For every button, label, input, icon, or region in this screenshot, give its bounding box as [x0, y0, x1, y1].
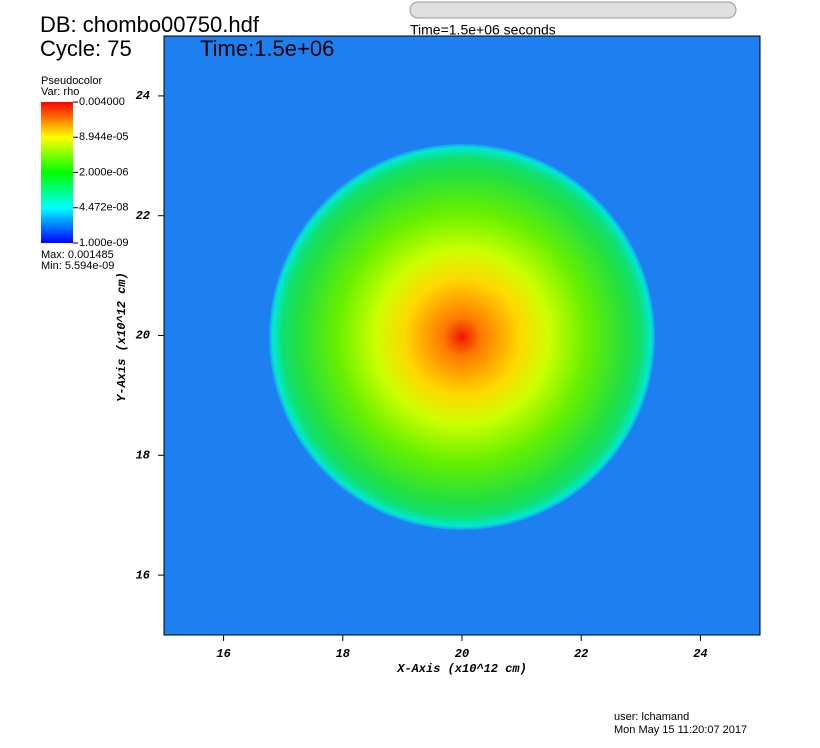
x-tick-label: 18: [336, 647, 350, 661]
y-tick-label: 24: [136, 89, 150, 103]
legend-min: Min: 5.594e-09: [41, 260, 114, 272]
y-tick-label: 16: [136, 568, 150, 582]
colorbar-tick-label: 8.944e-05: [79, 131, 129, 143]
user-label: user: lchamand: [614, 711, 689, 723]
x-tick-label: 20: [455, 647, 469, 661]
y-tick-label: 20: [136, 329, 150, 343]
x-axis-title: X-Axis (x10^12 cm): [396, 662, 527, 676]
legend-title: Pseudocolor: [41, 75, 102, 87]
colorbar-tick-label: 1.000e-09: [79, 237, 129, 249]
x-tick-label: 16: [216, 647, 230, 661]
legend-max: Max: 0.001485: [41, 249, 114, 261]
date-label: Mon May 15 11:20:07 2017: [614, 724, 747, 736]
time-slider: [409, 1, 737, 19]
y-tick-label: 18: [136, 448, 150, 462]
db-label: DB: chombo00750.hdf: [40, 12, 260, 37]
colorbar-tick-label: 0.004000: [79, 96, 125, 108]
y-axis-title: Y-Axis (x10^12 cm): [115, 272, 129, 402]
cycle-label: Cycle: 75: [40, 36, 132, 61]
y-tick-label: 22: [136, 209, 150, 223]
time-label: Time:1.5e+06: [200, 36, 334, 61]
legend-var: Var: rho: [41, 86, 79, 98]
time-seconds: Time=1.5e+06 seconds: [410, 22, 556, 38]
colorbar-tick-label: 4.472e-08: [79, 202, 129, 214]
density-field: [269, 144, 655, 530]
colorbar-tick-label: 2.000e-06: [79, 166, 129, 178]
x-tick-label: 22: [574, 647, 588, 661]
colorbar: [41, 102, 73, 243]
x-tick-label: 24: [693, 647, 707, 661]
